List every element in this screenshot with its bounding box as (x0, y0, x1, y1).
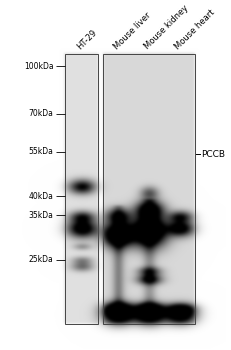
Text: 55kDa: 55kDa (29, 147, 53, 156)
Text: Mouse liver: Mouse liver (112, 10, 152, 51)
Bar (65, 54, 98, 324)
Text: Mouse kidney: Mouse kidney (143, 4, 190, 51)
Text: 100kDa: 100kDa (24, 62, 53, 71)
Text: PCCB: PCCB (201, 150, 225, 159)
Text: 25kDa: 25kDa (29, 256, 53, 264)
Text: 35kDa: 35kDa (29, 211, 53, 220)
Text: Mouse heart: Mouse heart (173, 8, 217, 51)
Bar (103, 54, 195, 324)
Text: 70kDa: 70kDa (29, 110, 53, 118)
Text: 40kDa: 40kDa (29, 192, 53, 201)
Text: HT-29: HT-29 (75, 28, 99, 51)
